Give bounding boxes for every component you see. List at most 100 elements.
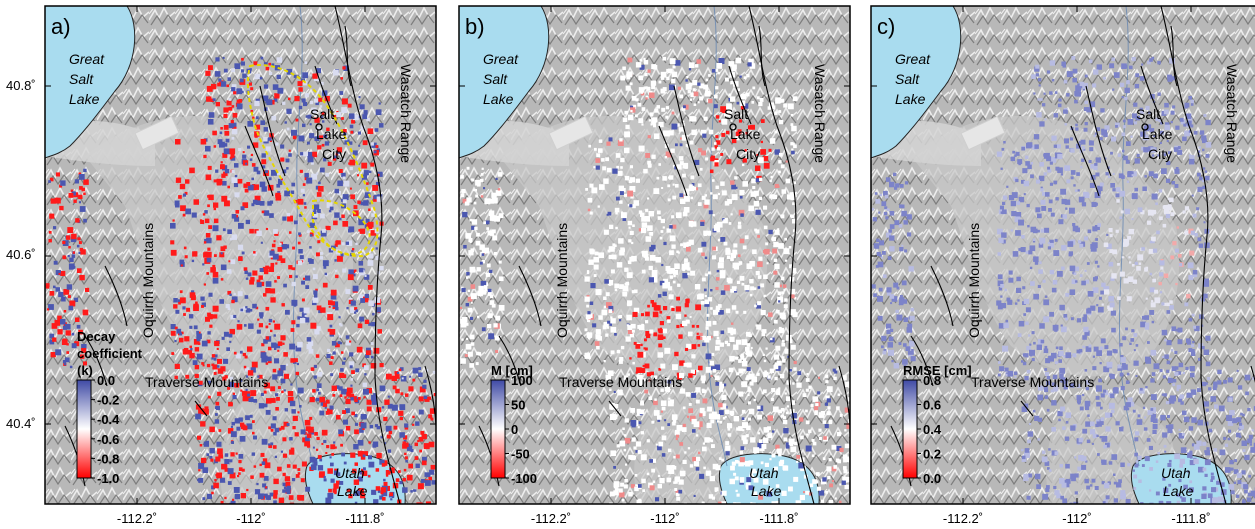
great-salt-lake bbox=[871, 6, 962, 159]
lon-tick: -111.8˚ bbox=[345, 511, 384, 526]
salt-lake-city-label: City bbox=[1148, 146, 1172, 162]
colorbar-title: Decay bbox=[77, 329, 116, 344]
colorbar-gradient bbox=[902, 379, 918, 479]
city-marker bbox=[1141, 123, 1149, 131]
subsidence-zone-boundary-inner bbox=[312, 199, 371, 256]
colorbar: M [cm]100 50 0 -50 -100 bbox=[490, 363, 537, 486]
colorbar: Decay coefficient (k) 0.0 -0.2 -0.4 -0.6 -0.8 -1… bbox=[76, 329, 143, 486]
colorbar-tick: 0.2 bbox=[923, 447, 941, 462]
colorbar-tick: -0.4 bbox=[97, 412, 120, 427]
panel-letter: b) bbox=[465, 14, 485, 39]
colorbar-gradient bbox=[76, 379, 92, 479]
great-salt-lake-label: Lake bbox=[483, 91, 514, 107]
colorbar-tick: 0.0 bbox=[923, 471, 941, 486]
great-salt-lake-label: Salt bbox=[895, 71, 920, 87]
utah-lake-label: Lake bbox=[337, 483, 368, 499]
salt-lake-city-label: Salt bbox=[310, 106, 334, 122]
panel-frame bbox=[44, 5, 437, 505]
insar-data-points bbox=[459, 56, 850, 504]
great-salt-lake-label: Great bbox=[895, 51, 931, 67]
lon-tick: -112˚ bbox=[650, 511, 679, 526]
colorbar-tick: 0.4 bbox=[923, 422, 942, 437]
lon-tick: -112˚ bbox=[236, 511, 265, 526]
panel-c: c)Great Salt Lake Salt Lake City Wasatch Range… bbox=[870, 5, 1255, 526]
colorbar-tick: -50 bbox=[511, 447, 530, 462]
wasatch-range-label: Wasatch Range bbox=[1224, 64, 1240, 163]
lat-tick-40-4: 40.4˚ bbox=[6, 416, 36, 431]
colorbar-tick: -1.0 bbox=[97, 471, 119, 486]
oquirrh-mountains-label: Oquirrh Mountains bbox=[554, 223, 570, 338]
salt-lake-city-label: Lake bbox=[1142, 126, 1173, 142]
insar-data-points bbox=[871, 56, 1255, 504]
city-marker bbox=[729, 123, 737, 131]
insar-data-points bbox=[45, 56, 436, 504]
colorbar-title: M [cm] bbox=[491, 363, 533, 378]
oquirrh-mountains-label: Oquirrh Mountains bbox=[140, 223, 156, 338]
subsidence-zone-boundary bbox=[246, 64, 379, 258]
colorbar-gradient bbox=[490, 379, 506, 479]
tailings-pond bbox=[134, 115, 180, 151]
oquirrh-mountains-label: Oquirrh Mountains bbox=[966, 223, 982, 338]
salt-lake-valley-floor bbox=[499, 116, 768, 377]
tailings-pond bbox=[548, 115, 594, 151]
colorbar: RMSE [cm]0.8 0.6 0.4 0.2 0.0 bbox=[902, 363, 972, 486]
great-salt-lake-label: Salt bbox=[69, 71, 94, 87]
great-salt-lake bbox=[45, 6, 136, 159]
colorbar-tick: 0.8 bbox=[923, 373, 941, 388]
lat-tick-40-6: 40.6˚ bbox=[6, 247, 36, 262]
wasatch-range-label: Wasatch Range bbox=[398, 64, 414, 163]
panel-letter: a) bbox=[51, 14, 71, 39]
great-salt-lake-label: Great bbox=[69, 51, 105, 67]
colorbar-tick: 0.6 bbox=[923, 398, 941, 413]
colorbar-tick: -0.2 bbox=[97, 393, 119, 408]
traverse-mountains-label: Traverse Mountains bbox=[145, 374, 268, 390]
colorbar-title: (k) bbox=[77, 363, 93, 378]
colorbar-tick: 50 bbox=[511, 398, 525, 413]
great-salt-lake-label: Lake bbox=[895, 91, 926, 107]
lat-tick-40-8: 40.8˚ bbox=[6, 78, 36, 93]
salt-lake-city-label: Lake bbox=[730, 126, 761, 142]
tailings-pond bbox=[960, 115, 1006, 151]
utah-lake-label: Lake bbox=[751, 483, 782, 499]
salt-lake-city-label: City bbox=[322, 146, 346, 162]
panel-letter: c) bbox=[877, 14, 895, 39]
lon-tick: -112.2˚ bbox=[943, 511, 983, 526]
salt-lake-city-label: City bbox=[736, 146, 760, 162]
jordan-river bbox=[706, 6, 728, 467]
utah-lake-label: Utah bbox=[335, 465, 365, 481]
panel-frame bbox=[870, 5, 1255, 505]
salt-lake-city-label: Lake bbox=[316, 126, 347, 142]
colorbar-tick: 0.0 bbox=[97, 373, 115, 388]
panel-b: b) Great Salt Lake Salt Lake City Wasatch Range… bbox=[458, 5, 851, 526]
colorbar-tick: 100 bbox=[511, 373, 533, 388]
utah-lake-label: Utah bbox=[749, 465, 779, 481]
colorbar-title: coefficient bbox=[77, 346, 143, 361]
lon-tick: -112.2˚ bbox=[117, 511, 157, 526]
great-salt-lake bbox=[459, 6, 550, 159]
great-salt-lake-label: Great bbox=[483, 51, 519, 67]
panel-a: a) Great Salt Lake Salt Lake City Wasatch Range… bbox=[44, 5, 437, 526]
colorbar-tick: -100 bbox=[511, 471, 537, 486]
utah-lake bbox=[1130, 453, 1232, 504]
traverse-mountains-label: Traverse Mountains bbox=[559, 374, 682, 390]
wasatch-range-label: Wasatch Range bbox=[812, 64, 828, 163]
lon-tick: -112.2˚ bbox=[531, 511, 571, 526]
lon-tick: -111.8˚ bbox=[759, 511, 798, 526]
fault-lines bbox=[64, 6, 436, 504]
great-salt-lake-label: Salt bbox=[483, 71, 508, 87]
colorbar-tick: -0.8 bbox=[97, 451, 119, 466]
lon-tick: -111.8˚ bbox=[1171, 511, 1210, 526]
utah-lake-label: Lake bbox=[1163, 483, 1194, 499]
salt-lake-city-label: Salt bbox=[724, 106, 748, 122]
salt-lake-city-label: Salt bbox=[1136, 106, 1160, 122]
panel-frame bbox=[458, 5, 851, 505]
city-marker bbox=[315, 123, 323, 131]
utah-lake bbox=[718, 453, 820, 504]
colorbar-title: RMSE [cm] bbox=[903, 363, 972, 378]
great-salt-lake-label: Lake bbox=[69, 91, 100, 107]
lon-tick: -112˚ bbox=[1062, 511, 1091, 526]
colorbar-tick: 0 bbox=[511, 422, 518, 437]
utah-lake-label: Utah bbox=[1161, 465, 1191, 481]
traverse-mountains-label: Traverse Mountains bbox=[971, 374, 1094, 390]
